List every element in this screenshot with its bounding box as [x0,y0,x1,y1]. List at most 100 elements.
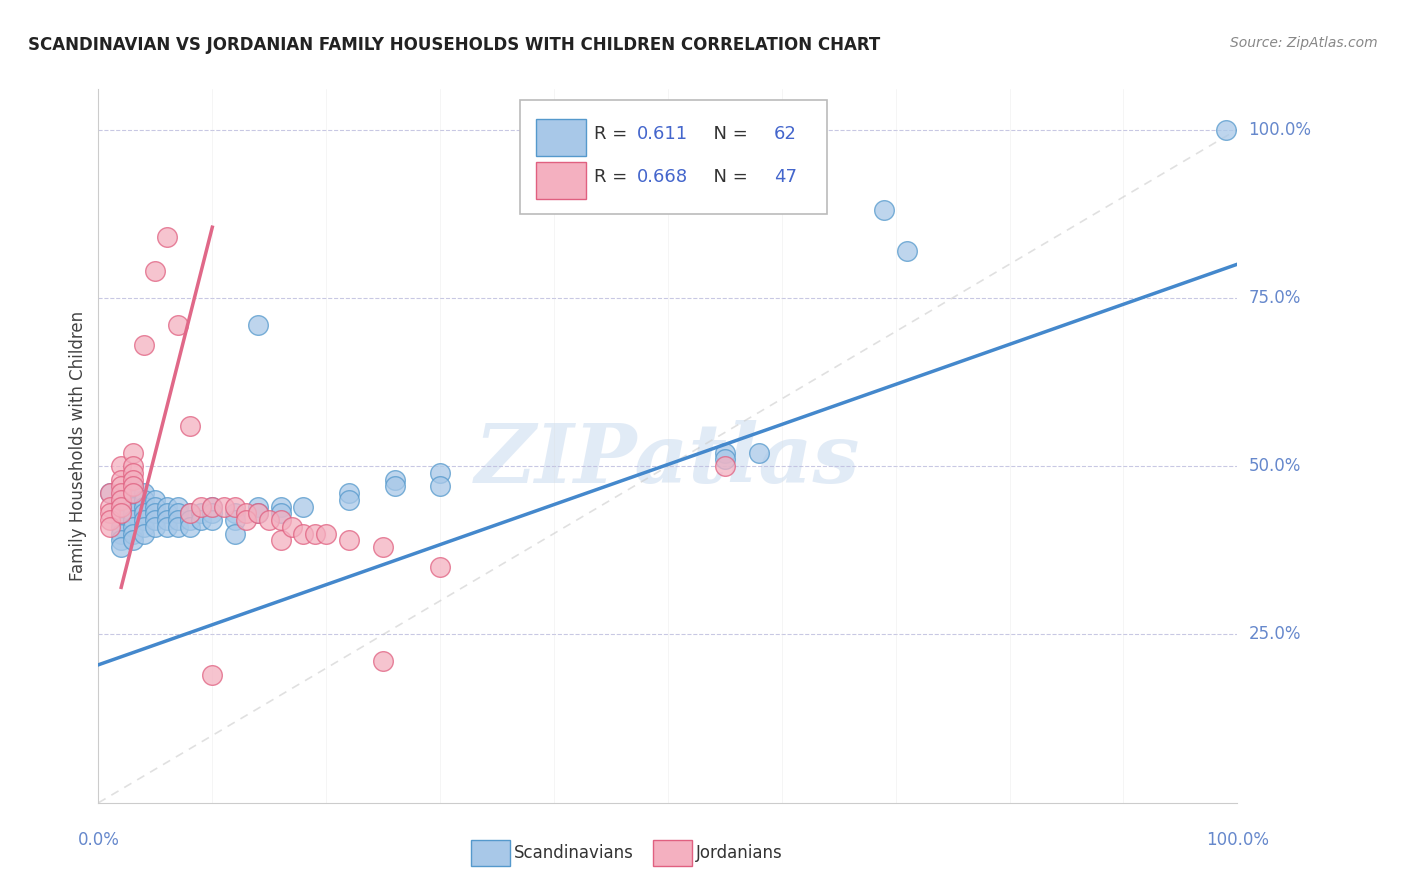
Point [110,500,132,514]
Point [145,506,167,520]
Point [98,506,121,520]
Point [110,479,132,493]
FancyBboxPatch shape [520,100,827,214]
Point [132,520,155,534]
Point [132,338,155,352]
Text: 0.668: 0.668 [637,168,688,186]
Text: 0.611: 0.611 [637,125,688,143]
Point [145,500,167,514]
Text: 75.0%: 75.0% [1249,289,1301,307]
Point [121,506,143,520]
Point [270,513,292,527]
Point [98,486,121,500]
Point [429,466,451,480]
Point [145,520,167,534]
Point [121,486,143,500]
FancyBboxPatch shape [471,840,509,865]
Point [132,526,155,541]
Point [110,492,132,507]
Point [121,533,143,548]
Point [179,418,201,433]
Point [98,486,121,500]
Point [337,492,360,507]
Point [292,500,315,514]
Point [270,500,292,514]
Point [371,540,394,554]
Point [235,513,257,527]
Point [896,244,918,258]
Point [1215,122,1237,136]
Point [179,513,201,527]
Point [714,459,737,474]
Text: N =: N = [702,125,754,143]
FancyBboxPatch shape [536,120,586,156]
Point [371,655,394,669]
Text: 100.0%: 100.0% [1249,120,1312,138]
Point [110,473,132,487]
Point [156,520,179,534]
Text: 25.0%: 25.0% [1249,625,1301,643]
Point [121,500,143,514]
Text: ZIPatlas: ZIPatlas [475,420,860,500]
Point [429,479,451,493]
FancyBboxPatch shape [652,840,692,865]
Point [224,526,246,541]
Text: 62: 62 [773,125,797,143]
Text: R =: R = [593,125,633,143]
Point [121,520,143,534]
Point [873,203,896,218]
Point [224,506,246,520]
Point [121,479,143,493]
Text: Jordanians: Jordanians [696,844,783,862]
Point [121,446,143,460]
Point [110,526,132,541]
Point [224,500,246,514]
Point [110,486,132,500]
Point [121,492,143,507]
Point [167,506,190,520]
Point [315,526,337,541]
Point [179,520,201,534]
Point [110,520,132,534]
Point [110,459,132,474]
Point [292,526,315,541]
Point [156,500,179,514]
Point [179,506,201,520]
Point [337,486,360,500]
Point [190,506,212,520]
Point [145,492,167,507]
Text: Source: ZipAtlas.com: Source: ZipAtlas.com [1230,36,1378,50]
Point [145,264,167,278]
Point [429,560,451,574]
Point [132,492,155,507]
Point [110,506,132,520]
Point [145,513,167,527]
Point [121,459,143,474]
Point [110,513,132,527]
Point [281,520,304,534]
Point [384,479,406,493]
Point [246,500,269,514]
Point [179,506,201,520]
Point [246,318,269,332]
Text: 50.0%: 50.0% [1249,458,1301,475]
Point [121,486,143,500]
Point [167,520,190,534]
Point [132,486,155,500]
Point [201,506,224,520]
Point [212,500,235,514]
Point [156,506,179,520]
Point [121,473,143,487]
Point [110,492,132,507]
Point [132,500,155,514]
Point [246,506,269,520]
Text: N =: N = [702,168,754,186]
Point [110,506,132,520]
Point [748,446,770,460]
Text: R =: R = [593,168,633,186]
Point [224,513,246,527]
Point [384,473,406,487]
Point [110,540,132,554]
Point [132,506,155,520]
Point [201,500,224,514]
